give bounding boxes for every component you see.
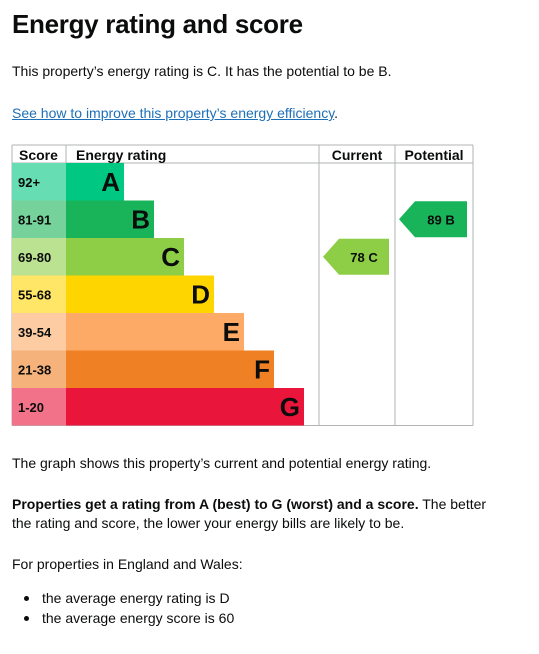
band-bar-b bbox=[66, 200, 154, 238]
current-marker-label: 78 C bbox=[350, 250, 378, 265]
score-range-e: 39-54 bbox=[18, 325, 52, 340]
link-suffix: . bbox=[334, 105, 339, 121]
score-range-c: 69-80 bbox=[18, 250, 51, 265]
band-bar-d bbox=[66, 275, 214, 313]
header-energy-rating: Energy rating bbox=[76, 147, 166, 163]
score-cell-e bbox=[12, 313, 66, 351]
score-range-b: 81-91 bbox=[18, 212, 51, 227]
score-range-a: 92+ bbox=[18, 175, 40, 190]
rating-markers: 78 C 89 B bbox=[323, 201, 467, 275]
improve-link-paragraph: See how to improve this property’s energ… bbox=[12, 104, 338, 123]
score-range-g: 1-20 bbox=[18, 400, 44, 415]
band-bar-g bbox=[66, 388, 304, 426]
band-bar-a bbox=[66, 163, 124, 201]
band-bar-e bbox=[66, 313, 244, 351]
band-letter-f: F bbox=[254, 354, 270, 384]
page-title: Energy rating and score bbox=[12, 9, 303, 39]
band-bar-f bbox=[66, 350, 274, 388]
current-marker bbox=[323, 238, 389, 275]
score-cell-a bbox=[12, 163, 66, 201]
potential-marker bbox=[399, 201, 467, 238]
score-cell-c bbox=[12, 238, 66, 276]
average-ratings-list: the average energy rating is D the avera… bbox=[12, 588, 234, 628]
potential-marker-label: 89 B bbox=[427, 212, 454, 227]
score-cell-f bbox=[12, 350, 66, 388]
score-range-f: 21-38 bbox=[18, 362, 51, 377]
header-score: Score bbox=[19, 147, 58, 163]
improve-efficiency-link[interactable]: See how to improve this property’s energ… bbox=[12, 105, 335, 121]
band-letter-d: D bbox=[191, 279, 210, 309]
score-cell-g bbox=[12, 388, 66, 426]
energy-rating-chart: Score Energy rating Current Potential 92… bbox=[11, 144, 474, 426]
region-note: For properties in England and Wales: bbox=[12, 556, 243, 572]
band-letter-e: E bbox=[223, 317, 240, 347]
score-cell-b bbox=[12, 200, 66, 238]
score-cell-d bbox=[12, 275, 66, 313]
band-bar-c bbox=[66, 238, 184, 276]
score-range-d: 55-68 bbox=[18, 287, 51, 302]
graph-caption: The graph shows this property’s current … bbox=[12, 455, 432, 471]
header-current: Current bbox=[332, 147, 383, 163]
chart-headers: Score Energy rating Current Potential bbox=[19, 147, 464, 163]
list-item-average-rating: the average energy rating is D bbox=[23, 588, 234, 608]
band-letter-c: C bbox=[161, 242, 180, 272]
list-item-average-score: the average energy score is 60 bbox=[23, 610, 235, 626]
band-letter-a: A bbox=[101, 167, 120, 197]
band-letter-b: B bbox=[131, 204, 150, 234]
band-letter-g: G bbox=[280, 392, 300, 422]
ratings-explanation-rest: The better the rating and score, the low… bbox=[12, 496, 487, 531]
ratings-explanation: Properties get a rating from A (best) to… bbox=[12, 495, 492, 533]
ratings-explanation-bold: Properties get a rating from A (best) to… bbox=[12, 496, 419, 512]
header-potential: Potential bbox=[404, 147, 463, 163]
rating-summary: This property’s energy rating is C. It h… bbox=[12, 63, 392, 79]
rating-bands: 92+ A 81-91 B 69-80 C 55-68 D 39-54 E 21-38 F 1-20 G bbox=[12, 163, 304, 426]
